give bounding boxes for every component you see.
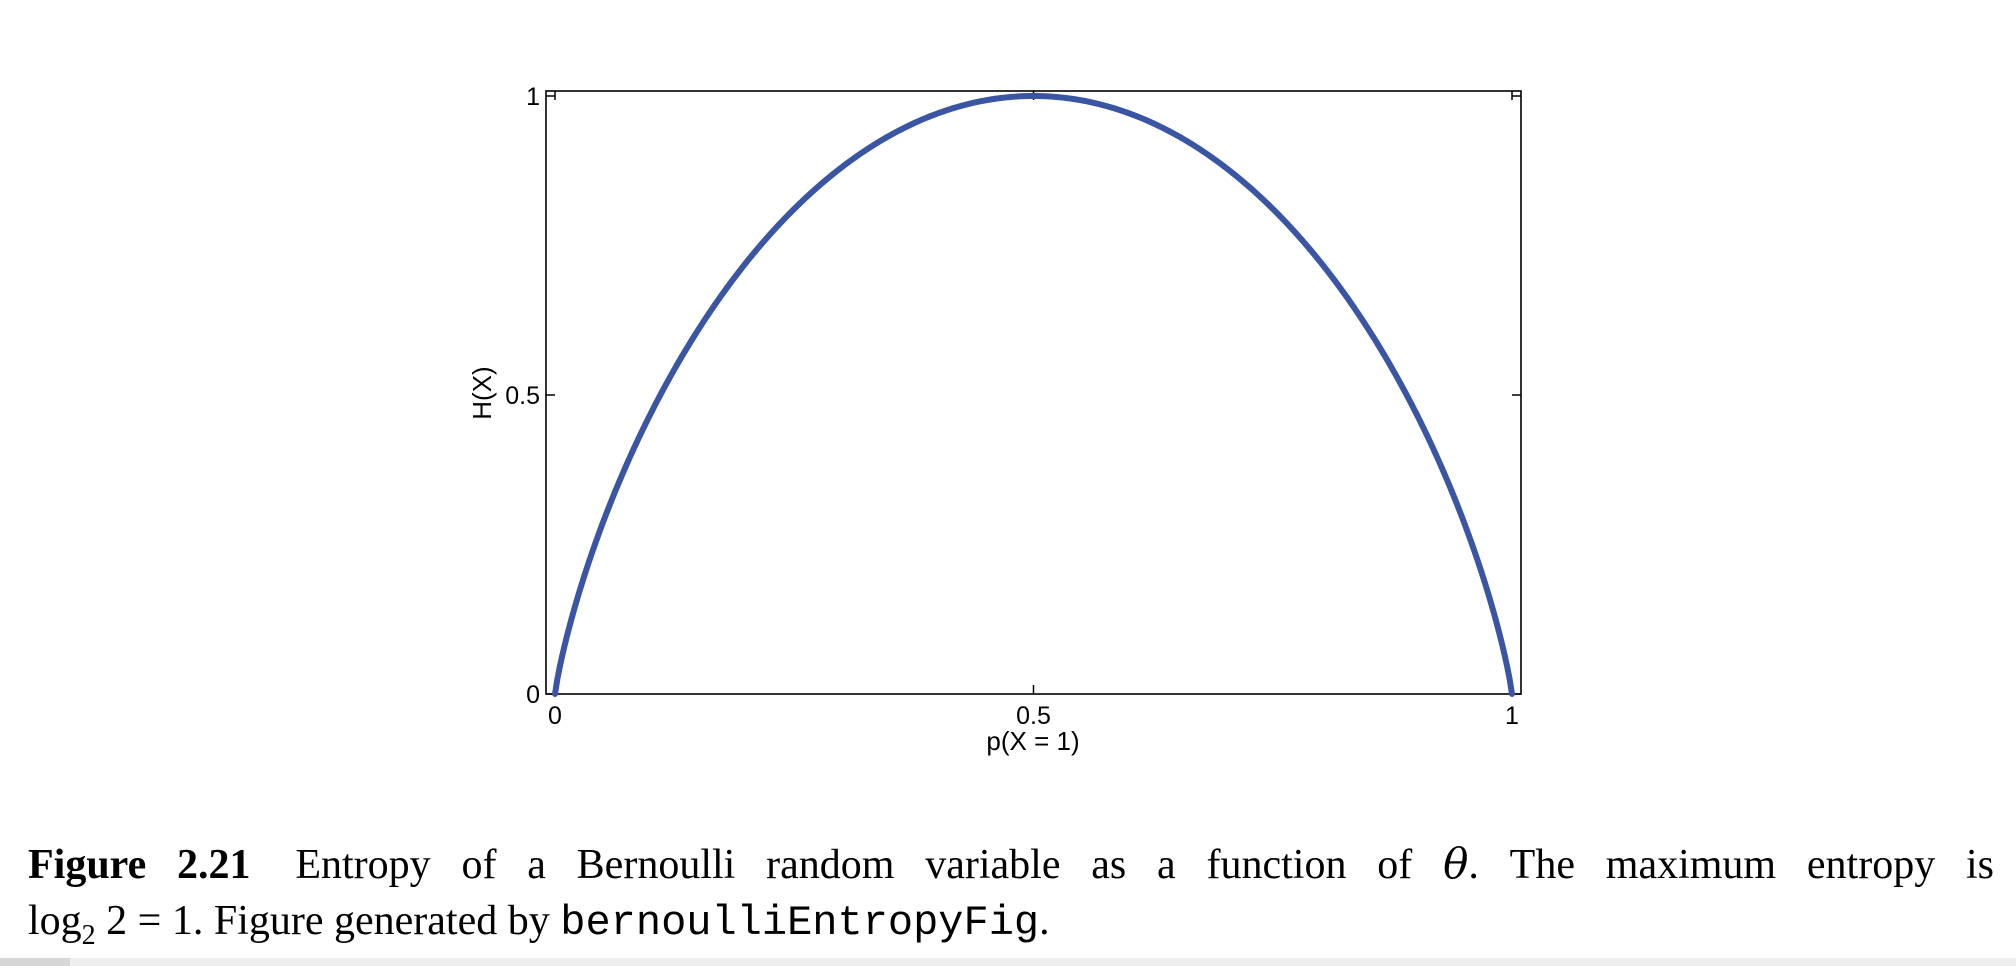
caption-text: Entropy of a Bernoulli random variable a…: [295, 842, 1413, 888]
y-tick-label: 0: [526, 681, 540, 709]
figure-caption: Figure 2.21 Entropy of a Bernoulli rando…: [28, 836, 1994, 964]
y-axis-title: H(X): [467, 366, 497, 419]
entropy-chart: 0 0.5 1 0 0.5 1 p(X = 1) H(X): [467, 83, 1522, 756]
bottom-divider: [0, 958, 2016, 966]
x-tick-label: 1: [1505, 702, 1519, 730]
caption-text-2: . The maximum entropy is: [1468, 842, 1995, 888]
caption-line-2: log2 2 = 1. Figure generated by bernoull…: [28, 893, 1994, 964]
tick-labels: 0 0.5 1 0 0.5 1: [505, 83, 1519, 730]
caption-text-3: . Figure generated by: [192, 898, 550, 944]
bottom-divider-stub: [0, 958, 70, 966]
log-text: log: [28, 898, 82, 944]
y-tick-label: 1: [526, 83, 540, 111]
caption-line-1: Figure 2.21 Entropy of a Bernoulli rando…: [28, 836, 1994, 893]
theta-symbol: θ: [1443, 839, 1469, 888]
x-axis-title: p(X = 1): [986, 726, 1079, 756]
tick-marks: [546, 91, 1521, 695]
entropy-curve: [552, 93, 1515, 697]
log-base: 2: [81, 920, 96, 951]
x-tick-label: 0: [548, 702, 562, 730]
y-tick-label: 0.5: [505, 382, 540, 410]
code-name: bernoulliEntropyFig: [560, 899, 1040, 947]
log-arg: 2 = 1: [106, 898, 193, 944]
figure-label: Figure 2.21: [28, 842, 251, 888]
x-tick-label: 0.5: [1016, 702, 1051, 730]
plot-frame: [545, 90, 1522, 695]
caption-end: .: [1039, 898, 1050, 944]
